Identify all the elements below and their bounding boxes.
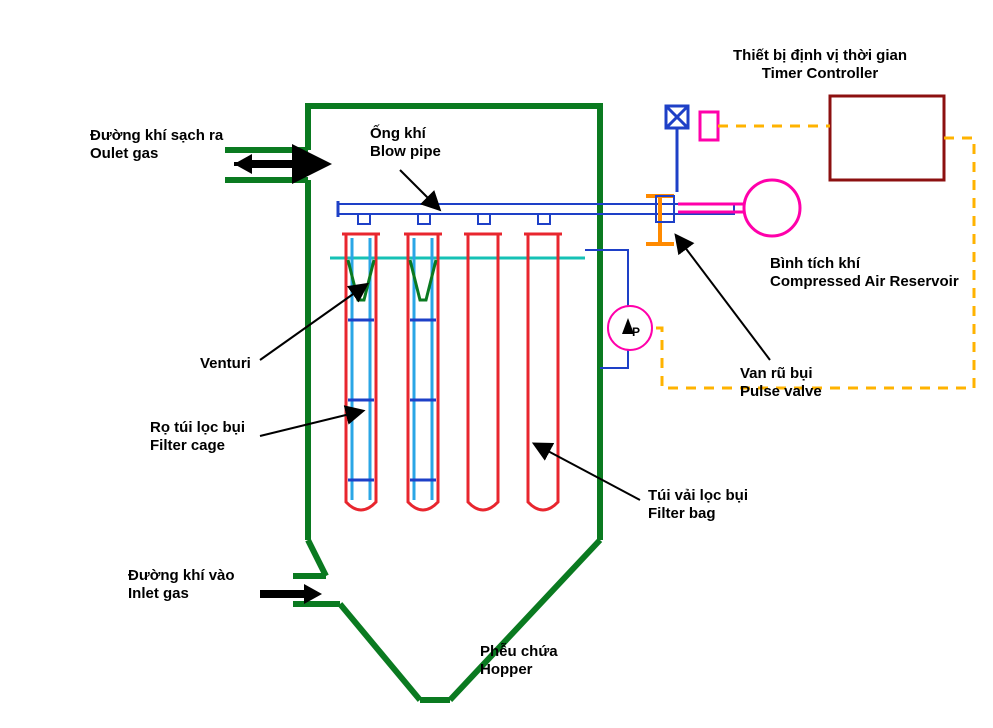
- pink-indicator: [700, 112, 718, 140]
- label-timer-vi: Thiết bị định vị thời gian: [733, 47, 907, 64]
- label-inlet-en: Inlet gas: [128, 585, 189, 602]
- filter-bag-2: [468, 234, 498, 510]
- hopper-left-lower: [340, 604, 420, 700]
- label-timer-en: Timer Controller: [762, 65, 879, 82]
- dp-tap-clean: [585, 250, 628, 306]
- label-cage-vi: Rọ túi lọc bụi: [150, 419, 245, 436]
- callout-valve: [684, 246, 770, 360]
- blow-nozzle-2: [478, 214, 490, 224]
- label-inlet-vi: Đường khí vào: [128, 567, 235, 584]
- label-bag-vi: Túi vải lọc bụi: [648, 487, 748, 504]
- blow-nozzle-1: [418, 214, 430, 224]
- label-blowpipe-vi: Ống khí: [370, 124, 427, 142]
- label-hopper-vi: Phễu chứa: [480, 643, 558, 660]
- filter-bag-3: [528, 234, 558, 510]
- label-blowpipe-en: Blow pipe: [370, 143, 441, 160]
- reservoir-tank: [744, 180, 800, 236]
- label-valve-en: Pulse valve: [740, 383, 822, 400]
- hopper-left-upper: [308, 540, 326, 576]
- label-outlet-en: Oulet gas: [90, 145, 158, 162]
- label-valve-vi: Van rũ bụi: [740, 365, 813, 382]
- label-reservoir-vi: Bình tích khí: [770, 255, 861, 272]
- dp-glyph-p: P: [632, 325, 640, 339]
- label-cage-en: Filter cage: [150, 437, 225, 454]
- dust-collector-diagram: P Thiết bị định vị thời gianTimer Control…: [0, 0, 993, 728]
- label-bag-en: Filter bag: [648, 505, 716, 522]
- timer-controller: [830, 96, 944, 180]
- label-hopper-en: Hopper: [480, 661, 533, 678]
- outlet-arrow-shape: [234, 154, 302, 174]
- label-venturi-en: Venturi: [200, 355, 251, 372]
- callout-blowpipe: [400, 170, 430, 200]
- dp-tap-dirty: [600, 350, 628, 368]
- callout-bag: [546, 450, 640, 500]
- label-reservoir-en: Compressed Air Reservoir: [770, 273, 959, 290]
- blow-nozzle-0: [358, 214, 370, 224]
- blow-nozzle-3: [538, 214, 550, 224]
- label-outlet-vi: Đường khí sạch ra: [90, 127, 224, 144]
